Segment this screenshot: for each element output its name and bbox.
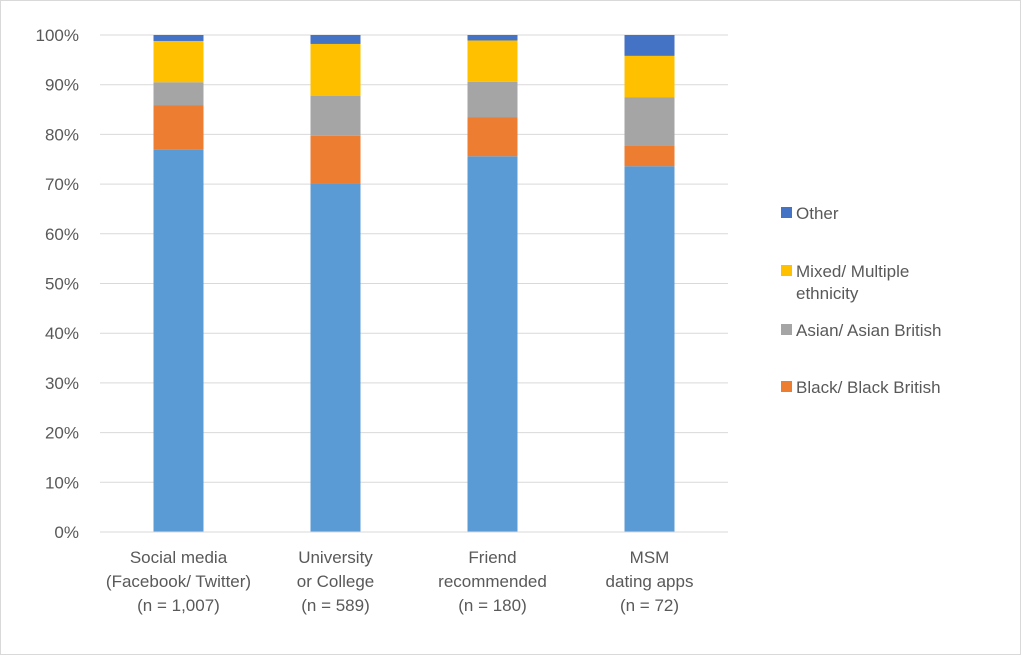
- bar-segment-asian: [310, 95, 361, 136]
- bar-segment-white: [467, 156, 518, 532]
- legend-label: ethnicity: [796, 284, 859, 303]
- y-tick-label: 20%: [45, 424, 79, 443]
- legend-label: Asian/ Asian British: [796, 321, 942, 340]
- y-tick-label: 80%: [45, 125, 79, 144]
- bar-segment-other: [624, 35, 675, 56]
- legend-swatch: [781, 207, 792, 218]
- x-tick-label: dating apps: [606, 572, 694, 591]
- bar-segment-mixed: [624, 55, 675, 98]
- bar-segment-white: [310, 183, 361, 532]
- x-tick-label: or College: [297, 572, 375, 591]
- bar-segment-mixed: [153, 40, 204, 83]
- bar-segment-other: [467, 35, 518, 41]
- y-tick-label: 60%: [45, 225, 79, 244]
- y-tick-label: 10%: [45, 473, 79, 492]
- x-tick-label: MSM: [630, 548, 670, 567]
- legend-item-mixed: Mixed/ Multiple ethnicity: [781, 262, 909, 303]
- gridlines: [100, 34, 728, 533]
- bar-segment-black: [624, 145, 675, 167]
- x-tick-label: (Facebook/ Twitter): [106, 572, 251, 591]
- x-tick-label: (n = 589): [301, 596, 370, 615]
- bar-segment-asian: [624, 97, 675, 146]
- x-tick-label: (n = 72): [620, 596, 679, 615]
- legend-label: Other: [796, 204, 839, 223]
- legend-swatch: [781, 265, 792, 276]
- y-tick-label: 30%: [45, 374, 79, 393]
- bar-segment-black: [467, 117, 518, 157]
- bar-segment-black: [310, 135, 361, 184]
- legend-swatch: [781, 324, 792, 335]
- legend-item-other: Other: [781, 204, 839, 223]
- y-tick-label: 50%: [45, 275, 79, 294]
- x-tick-label: (n = 180): [458, 596, 527, 615]
- bar-segment-black: [153, 105, 204, 150]
- bar-segment-mixed: [310, 43, 361, 96]
- bar-segment-asian: [467, 81, 518, 118]
- x-axis-labels: Social media (Facebook/ Twitter) (n = 1,00…: [106, 548, 694, 615]
- bar-segment-other: [310, 35, 361, 44]
- bar-segment-mixed: [467, 40, 518, 82]
- x-tick-label: Friend: [468, 548, 516, 567]
- y-tick-label: 100%: [36, 26, 79, 45]
- y-tick-label: 90%: [45, 76, 79, 95]
- bar-segment-white: [153, 149, 204, 532]
- legend-label: Black/ Black British: [796, 378, 941, 397]
- bars: [153, 35, 675, 532]
- bar-segment-white: [624, 166, 675, 532]
- legend-item-black: Black/ Black British: [781, 378, 941, 397]
- x-tick-label: recommended: [438, 572, 547, 591]
- legend-item-asian: Asian/ Asian British: [781, 321, 942, 340]
- legend-label: Mixed/ Multiple: [796, 262, 909, 281]
- bar-segment-other: [153, 35, 204, 41]
- legend-swatch: [781, 381, 792, 392]
- x-tick-label: University: [298, 548, 373, 567]
- y-tick-label: 40%: [45, 324, 79, 343]
- y-axis-ticks: 0% 10% 20% 30% 40% 50% 60% 70% 80% 90% 100%: [36, 26, 79, 542]
- bar-segment-asian: [153, 82, 204, 106]
- y-tick-label: 0%: [54, 523, 79, 542]
- legend: Other Mixed/ Multiple ethnicity Asian/ Asia…: [781, 204, 942, 397]
- x-tick-label: (n = 1,007): [137, 596, 220, 615]
- y-tick-label: 70%: [45, 175, 79, 194]
- x-tick-label: Social media: [130, 548, 228, 567]
